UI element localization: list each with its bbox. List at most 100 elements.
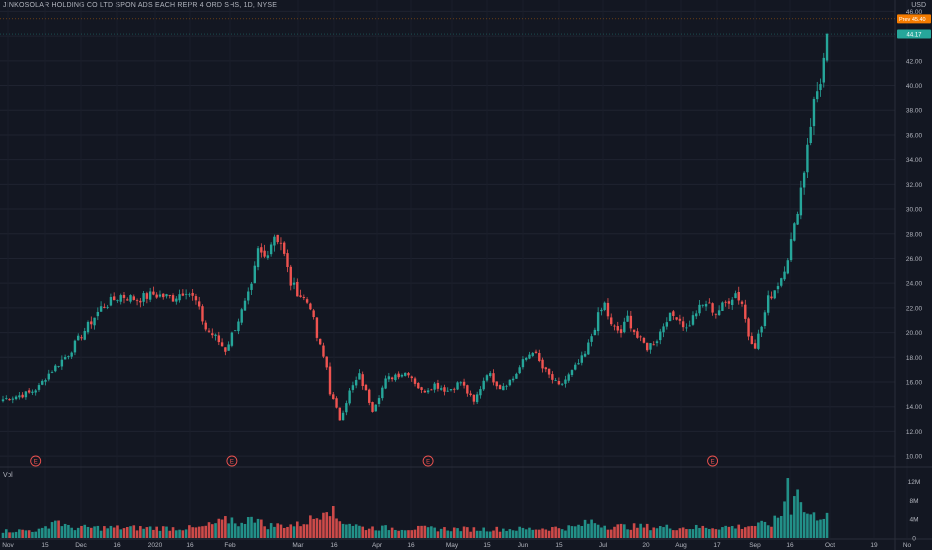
volume-bar <box>747 526 750 538</box>
candle-body <box>260 247 263 253</box>
volume-bar <box>37 528 41 538</box>
candle-body <box>106 306 109 308</box>
candle-body <box>433 383 436 390</box>
last-price-tag <box>897 29 931 39</box>
candle-body <box>711 303 714 313</box>
earnings-marker <box>226 455 238 467</box>
price-tick-label: 22.00 <box>906 305 923 312</box>
volume-bar <box>168 530 172 538</box>
candle-body <box>462 381 466 386</box>
candle-body <box>256 248 260 268</box>
volume-bar <box>511 530 515 538</box>
volume-bar <box>99 530 103 538</box>
candle-body <box>381 387 384 399</box>
volume-bar <box>31 531 34 538</box>
candle-body <box>489 373 492 376</box>
candle-body <box>819 84 822 91</box>
volume-bar <box>181 530 185 538</box>
volume-bar <box>122 528 126 538</box>
volume-bar <box>152 529 155 538</box>
candle-body <box>204 322 207 330</box>
candle-body <box>685 327 688 329</box>
candle-body <box>809 126 812 144</box>
volume-bar <box>708 529 711 538</box>
candle-body <box>704 303 708 307</box>
volume-bar <box>158 530 162 538</box>
candle-body <box>90 321 93 325</box>
candle-body <box>50 372 54 374</box>
candle-body <box>642 337 646 343</box>
volume-bar <box>698 527 701 538</box>
candle-body <box>135 300 139 302</box>
volume-bar <box>711 528 714 538</box>
price-tick-label: 10.00 <box>906 454 923 461</box>
volume-bar <box>358 525 361 538</box>
volume-bar <box>439 528 443 538</box>
candle-body <box>613 325 616 327</box>
candle-body <box>341 412 345 421</box>
candle-body <box>348 390 351 404</box>
candle-body <box>224 347 227 352</box>
candle-body <box>538 353 541 362</box>
candle-body <box>662 326 665 333</box>
candle-body <box>580 355 583 363</box>
candle-body <box>5 398 8 399</box>
volume-bar <box>456 528 459 538</box>
candle-body <box>1 399 5 402</box>
volume-bar <box>11 532 15 538</box>
volume-bar <box>632 523 636 538</box>
volume-bar <box>567 525 571 538</box>
candle-body <box>443 387 446 392</box>
prev-close-tag-text: Prev 45.40 <box>899 17 926 23</box>
candle-body <box>11 398 15 400</box>
volume-bar <box>466 527 469 538</box>
candle-body <box>466 385 469 394</box>
volume-bar <box>724 525 727 538</box>
candle-body <box>126 299 129 301</box>
volume-bar <box>626 529 629 538</box>
volume-bar <box>210 524 214 538</box>
candle-body <box>740 301 744 304</box>
candle-body <box>103 306 106 308</box>
volume-bar <box>103 526 106 538</box>
volume-bar <box>125 526 129 538</box>
volume-bar <box>557 528 561 538</box>
candle-body <box>645 342 649 351</box>
volume-bar <box>531 529 535 538</box>
earnings-marker-label: E <box>34 459 38 465</box>
candles <box>1 32 829 421</box>
volume-bar <box>714 529 718 538</box>
candle-body <box>273 236 276 246</box>
volume-bar <box>753 526 757 538</box>
volume-bar <box>508 529 512 538</box>
candle-body <box>368 389 371 403</box>
time-tick-label: 15 <box>41 542 49 549</box>
candle-body <box>655 341 659 344</box>
volume-bar <box>613 526 616 538</box>
candle-body <box>237 321 240 332</box>
volume-bar <box>318 519 322 538</box>
volume-bar <box>822 518 826 538</box>
candle-body <box>639 336 642 338</box>
volume-bar <box>184 529 188 538</box>
price-tick-label: 34.00 <box>906 157 923 164</box>
candle-body <box>60 359 64 367</box>
candle-body <box>717 310 721 316</box>
candle-body <box>567 374 570 381</box>
volume-bar <box>89 527 93 538</box>
volume-bar <box>524 529 528 538</box>
volume-bar <box>302 524 306 538</box>
candle-body <box>41 380 44 385</box>
volume-bar <box>407 530 410 538</box>
candle-body <box>129 295 132 302</box>
volume-bar <box>142 528 145 538</box>
candle-body <box>217 335 221 343</box>
volume-bar <box>495 526 499 538</box>
candle-body <box>479 389 482 396</box>
candle-body <box>325 356 328 368</box>
candle-body <box>302 297 306 298</box>
volume-bar <box>27 530 31 538</box>
candle-body <box>184 293 188 295</box>
volume-bar <box>518 526 521 538</box>
